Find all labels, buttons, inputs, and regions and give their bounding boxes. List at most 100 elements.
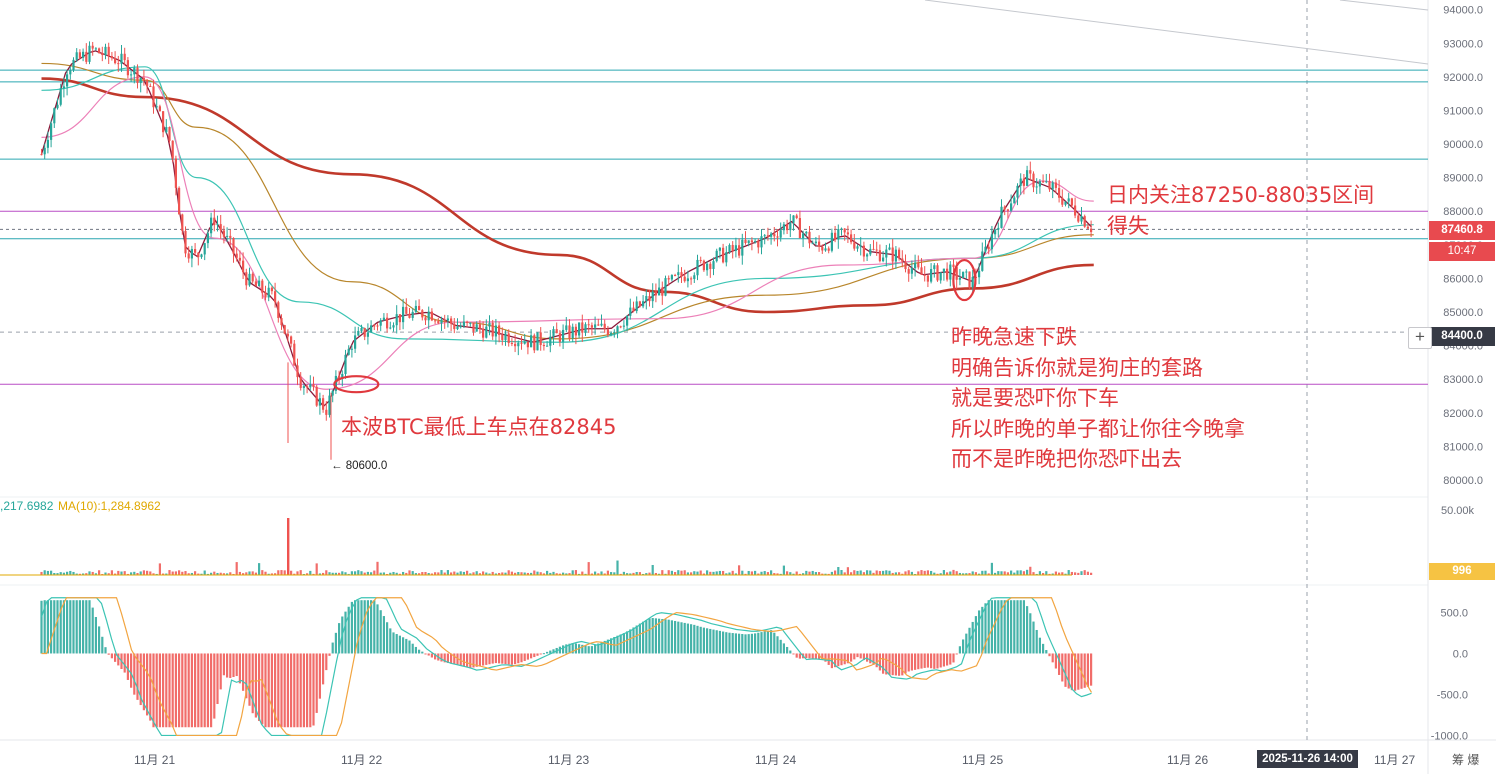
- candle-body: [693, 275, 696, 279]
- macd-histogram-bar: [133, 653, 136, 695]
- candle-body: [427, 311, 430, 321]
- macd-histogram-bar: [542, 653, 545, 655]
- volume-bar: [610, 572, 613, 575]
- candle-body: [642, 301, 645, 307]
- volume-bar: [622, 571, 625, 575]
- macd-histogram-bar: [971, 621, 974, 654]
- volume-bar: [770, 570, 773, 575]
- candle-body: [1003, 206, 1006, 210]
- macd-histogram-bar: [850, 653, 853, 662]
- candle-body: [232, 237, 235, 254]
- volume-bar: [760, 571, 763, 575]
- macd-histogram-bar: [261, 653, 264, 725]
- candle-body: [626, 315, 629, 326]
- candle-body: [1061, 197, 1064, 205]
- macd-histogram-bar: [699, 626, 702, 654]
- volume-bar: [245, 572, 248, 575]
- volume-bar: [1080, 571, 1083, 575]
- volume-bar: [504, 572, 507, 575]
- candle-body: [123, 53, 126, 61]
- candle-body: [968, 271, 971, 288]
- annotation-right-line-2: 明确告诉你就是狗庄的套路: [951, 355, 1203, 380]
- volume-bar: [462, 571, 465, 575]
- volume-bar: [830, 571, 833, 575]
- volume-bar: [373, 570, 376, 575]
- candle-body: [894, 249, 897, 262]
- volume-bar: [984, 570, 987, 575]
- macd-histogram-bar: [114, 653, 117, 662]
- volume-bar: [750, 571, 753, 575]
- volume-bar: [1051, 573, 1054, 575]
- macd-histogram-bar: [600, 642, 603, 654]
- volume-bar: [171, 571, 174, 575]
- macd-histogram-bar: [382, 616, 385, 654]
- candle-body: [453, 323, 456, 330]
- macd-histogram-bar: [293, 653, 296, 728]
- candle-body: [1090, 228, 1093, 233]
- candle-body: [670, 275, 673, 280]
- candle-body: [898, 249, 901, 259]
- macd-histogram-bar: [306, 653, 309, 728]
- macd-histogram-bar: [315, 653, 318, 713]
- macd-histogram-bar: [754, 633, 757, 654]
- candle-body: [408, 313, 411, 318]
- volume-bar: [85, 573, 88, 575]
- macd-histogram-bar: [46, 600, 49, 654]
- candle-body: [1026, 170, 1029, 186]
- macd-histogram-bar: [283, 653, 286, 728]
- candle-body: [379, 320, 382, 326]
- candle-body: [837, 228, 840, 240]
- volume-bar: [696, 571, 699, 575]
- macd-histogram-bar: [949, 653, 952, 665]
- candle-body: [578, 322, 581, 336]
- candle-body: [82, 51, 85, 58]
- candle-body: [565, 325, 568, 330]
- add-alert-plus-button[interactable]: +: [1408, 327, 1432, 349]
- volume-bar: [1045, 571, 1048, 575]
- volume-bar: [1035, 573, 1038, 575]
- candle-body: [178, 187, 181, 215]
- macd-histogram-bar: [651, 618, 654, 654]
- candle-body: [821, 246, 824, 251]
- ma-line-3: [41, 76, 1094, 390]
- candle-body: [88, 45, 91, 62]
- macd-histogram-bar: [574, 643, 577, 654]
- candle-body: [344, 354, 347, 374]
- volume-bar: [606, 570, 609, 575]
- candle-body: [357, 330, 360, 336]
- candle-body: [725, 252, 728, 263]
- volume-bar: [856, 570, 859, 575]
- candle-body: [530, 335, 533, 348]
- candle-body: [110, 56, 113, 59]
- volume-bar: [581, 571, 584, 575]
- volume-bar: [997, 571, 1000, 575]
- candle-body: [46, 139, 49, 148]
- candle-body: [795, 215, 798, 219]
- macd-histogram-bar: [418, 649, 421, 654]
- volume-bar: [123, 571, 126, 575]
- macd-histogram-bar: [117, 653, 120, 666]
- volume-bar: [379, 572, 382, 575]
- candle-body: [574, 326, 577, 336]
- macd-histogram-bar: [91, 607, 94, 654]
- volume-bar: [1090, 572, 1093, 575]
- candle-body: [360, 328, 363, 331]
- candle-body: [632, 307, 635, 312]
- candle-body: [315, 386, 318, 406]
- low-point-ellipse: [333, 375, 380, 394]
- candle-body: [798, 218, 801, 239]
- macd-histogram-bar: [747, 634, 750, 654]
- candle-body: [91, 45, 94, 49]
- macd-histogram-bar: [414, 646, 417, 654]
- volume-bar: [936, 573, 939, 575]
- candle-body: [398, 314, 401, 323]
- macd-histogram-bar: [491, 653, 494, 664]
- macd-histogram-bar: [789, 650, 792, 654]
- macd-histogram-bar: [280, 653, 283, 728]
- annotation-top-line-2: 得失: [1107, 213, 1149, 238]
- volume-bar: [805, 570, 808, 575]
- volume-bar: [235, 562, 238, 575]
- volume-bar: [370, 572, 373, 575]
- volume-bar: [130, 572, 133, 575]
